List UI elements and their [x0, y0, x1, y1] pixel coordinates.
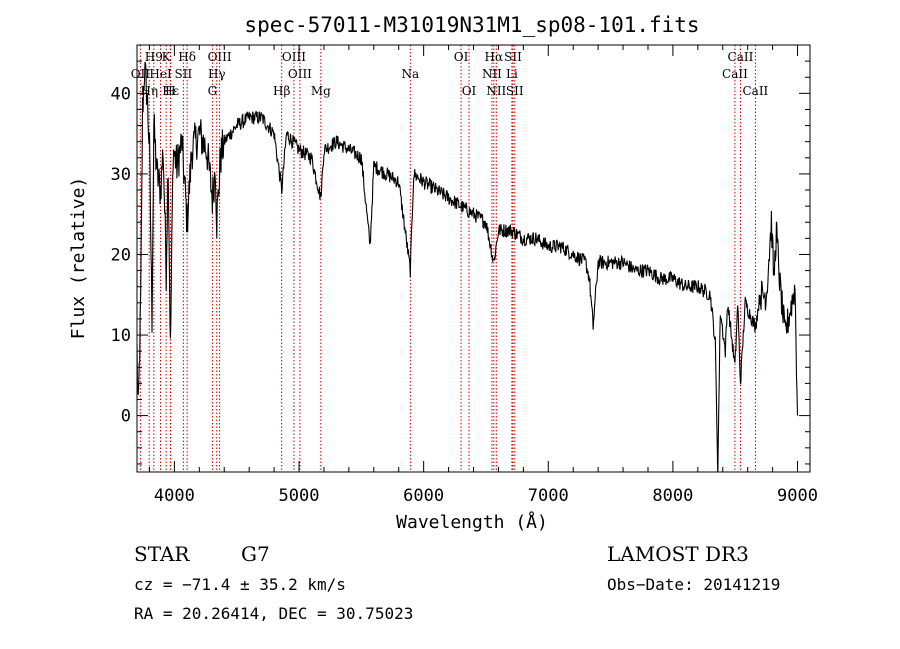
x-tick-label: 7000 [528, 486, 569, 506]
spectral-line-label: Hβ [273, 84, 290, 98]
x-tick-label: 5000 [279, 486, 320, 506]
y-tick-labels: 0 10 20 30 40 [111, 84, 131, 426]
spectral-line-label: G [208, 84, 218, 98]
y-tick-label: 0 [121, 407, 131, 427]
spectral-line-label: Hδ [178, 50, 196, 64]
x-tick-labels: 4000 5000 6000 7000 8000 9000 [154, 486, 818, 506]
spectral-line-label: SII [506, 84, 524, 98]
x-tick-label: 4000 [154, 486, 195, 506]
spectral-line-label: Na [401, 67, 419, 81]
y-tick-label: 10 [111, 326, 131, 346]
spectral-line-label: K [162, 50, 172, 64]
spectral-line-label: Li [506, 67, 518, 81]
spectral-line-markers [139, 45, 756, 472]
x-tick-label: 6000 [403, 486, 444, 506]
spectral-line-label: HeI [149, 67, 172, 81]
spectral-line-label: CaII [742, 84, 768, 98]
y-axis-label: Flux (relative) [68, 177, 89, 340]
spectral-line-label: Hγ [208, 67, 226, 81]
axis-ticks [137, 44, 810, 472]
object-class: STAR [134, 542, 190, 566]
spectral-line-label: Hα [485, 50, 504, 64]
spectral-line-label: SII [504, 50, 522, 64]
spectral-line-label: OI [462, 84, 477, 98]
spectral-line-label: H [165, 84, 175, 98]
spectral-line-label: Mg [311, 84, 331, 98]
survey-name: LAMOST DR3 [607, 542, 749, 566]
spectral-line-label: OIII [282, 50, 306, 64]
spectral-line-label: NII [482, 67, 502, 81]
y-tick-label: 30 [111, 165, 131, 185]
spectral-line-label: NII [486, 84, 506, 98]
y-tick-label: 20 [111, 245, 131, 265]
spectral-line-label: Hε [162, 84, 179, 98]
x-tick-label: 8000 [652, 486, 693, 506]
spectral-line-label: CaII [728, 50, 754, 64]
x-axis-label: Wavelength (Å) [396, 511, 548, 533]
coordinates: RA = 20.26414, DEC = 30.75023 [134, 604, 413, 623]
plot-frame [136, 44, 811, 473]
spectral-line-label: OIII [288, 67, 312, 81]
spectral-line-label: OII [131, 67, 151, 81]
observation-date: Obs−Date: 20141219 [607, 575, 780, 594]
spectral-line-label: SII [175, 67, 193, 81]
spectral-line-label: OI [454, 50, 469, 64]
spectral-line-label: CaII [722, 67, 748, 81]
spectral-line-label: OIII [208, 50, 232, 64]
spectrum-line [137, 61, 799, 472]
object-subclass: G7 [241, 542, 270, 566]
x-tick-label: 9000 [777, 486, 818, 506]
chart-title: spec-57011-M31019N31M1_sp08-101.fits [244, 13, 699, 37]
spectral-line-label: H9 [145, 50, 163, 64]
redshift-value: cz = −71.4 ± 35.2 km/s [134, 575, 346, 594]
y-tick-label: 40 [111, 84, 131, 104]
spectral-line-label: Hη [140, 84, 158, 98]
